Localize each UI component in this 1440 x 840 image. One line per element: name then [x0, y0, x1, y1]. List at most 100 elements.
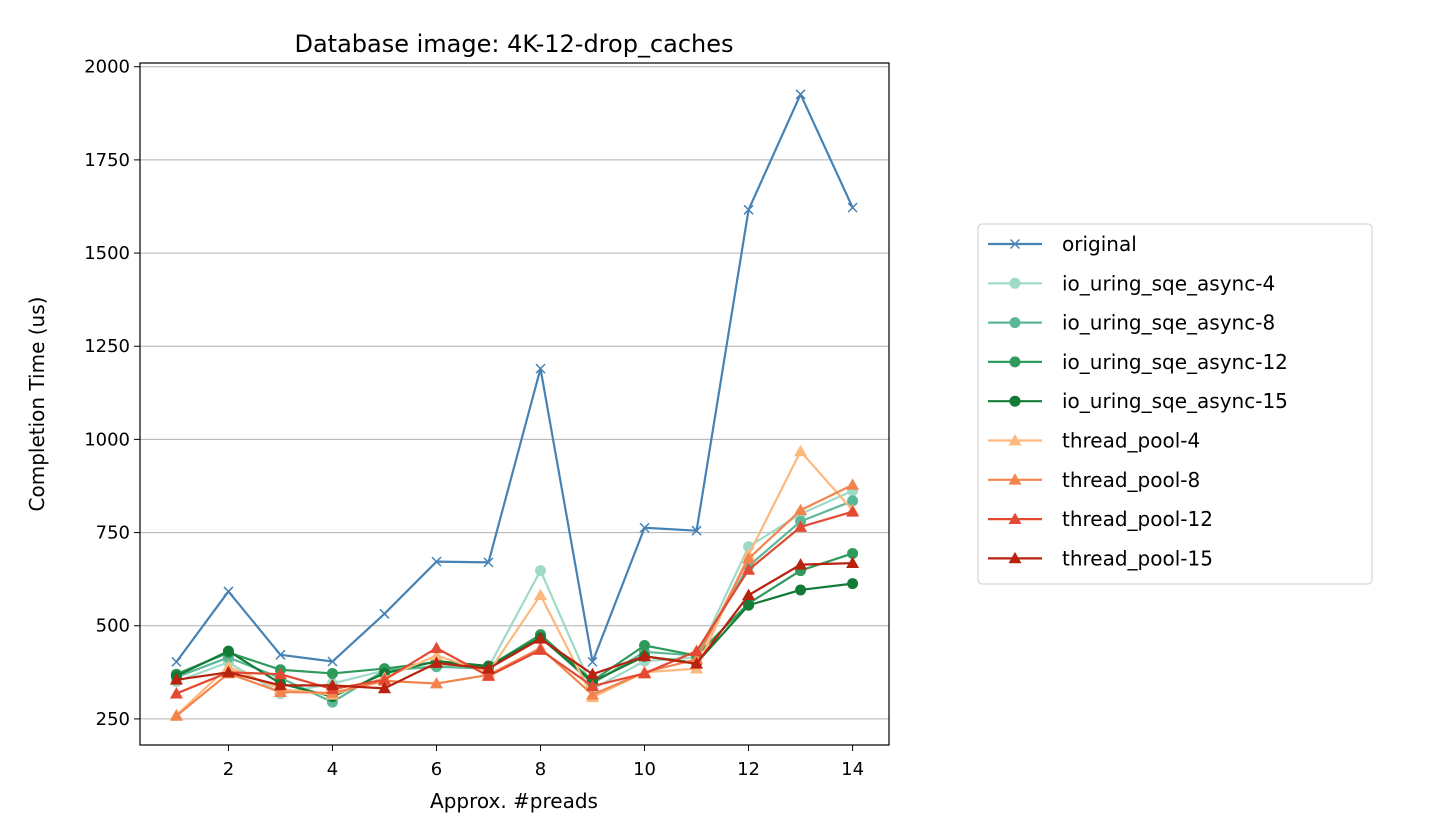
data-point: [534, 632, 548, 644]
data-point: [431, 556, 442, 567]
legend-item: io_uring_sqe_async-8: [988, 311, 1275, 335]
data-point: [429, 649, 443, 661]
legend-label: io_uring_sqe_async-4: [1062, 271, 1275, 295]
legend-item: io_uring_sqe_async-15: [988, 389, 1288, 413]
data-point: [742, 588, 756, 601]
data-point: [847, 547, 859, 559]
data-point: [429, 656, 443, 668]
data-point: [534, 588, 548, 601]
data-point: [794, 520, 808, 532]
series-line: [176, 562, 853, 690]
y-tick-label: 2000: [84, 57, 130, 78]
legend-marker: [1008, 512, 1022, 524]
data-point: [169, 673, 183, 685]
chart-title: Database image: 4K-12-drop_caches: [294, 30, 733, 58]
data-point: [275, 649, 286, 660]
legend-item: io_uring_sqe_async-12: [988, 350, 1288, 374]
data-point: [171, 656, 182, 667]
data-point: [273, 667, 287, 680]
series-thread_pool-15: [169, 556, 860, 694]
data-point: [586, 679, 600, 691]
data-point: [534, 643, 548, 655]
data-point: [846, 478, 860, 490]
data-point: [481, 669, 495, 681]
data-point: [429, 641, 443, 653]
legend-marker: [1009, 356, 1021, 368]
data-point: [794, 503, 808, 516]
data-point: [794, 444, 808, 457]
legend-item: thread_pool-12: [988, 507, 1213, 531]
x-axis-label: Approx. #preads: [430, 789, 598, 813]
x-tick-label: 2: [223, 759, 234, 780]
legend-item: thread_pool-8: [988, 468, 1200, 492]
plot-frame: [139, 62, 890, 746]
legend-marker: [1008, 473, 1022, 485]
data-point: [795, 89, 806, 100]
legend-frame: [977, 223, 1373, 585]
legend-label: thread_pool-15: [1062, 546, 1213, 570]
data-point: [846, 556, 860, 569]
data-point: [377, 673, 391, 685]
x-tick-label: 4: [327, 759, 338, 780]
data-point: [429, 677, 443, 689]
data-point: [638, 666, 652, 679]
data-point: [847, 495, 859, 507]
legend-marker: [1009, 277, 1021, 289]
y-tick-label: 250: [96, 709, 130, 730]
data-point: [222, 645, 234, 657]
y-tick-label: 1000: [84, 429, 130, 450]
data-point: [742, 563, 756, 575]
legend-label: thread_pool-8: [1062, 468, 1200, 492]
data-point: [535, 565, 547, 577]
data-point: [327, 656, 338, 667]
series-line: [175, 93, 854, 663]
data-point: [483, 557, 494, 568]
data-point: [638, 649, 652, 662]
legend-label: original: [1062, 232, 1137, 256]
y-tick-label: 750: [96, 523, 130, 544]
data-point: [639, 522, 650, 533]
x-tick-label: 8: [535, 759, 546, 780]
data-point: [273, 678, 287, 691]
legend-label: thread_pool-12: [1062, 507, 1213, 531]
data-point: [847, 578, 859, 590]
legend-item: thread_pool-4: [988, 429, 1200, 453]
legend-item: io_uring_sqe_async-4: [988, 271, 1275, 295]
series-line: [175, 510, 853, 695]
data-point: [794, 558, 808, 570]
x-tick-label: 10: [633, 759, 656, 780]
data-point: [690, 657, 704, 669]
legend-items: original io_uring_sqe_async-4 io_uring_sqe…: [988, 232, 1288, 570]
y-axis-label: Completion Time (us): [25, 297, 49, 512]
series-io_uring_sqe_async-8: [170, 495, 859, 708]
data-point: [326, 667, 338, 679]
x-tick-label: 14: [841, 759, 864, 780]
y-tick-label: 1500: [84, 243, 130, 264]
data-point: [586, 688, 600, 700]
data-point: [221, 665, 235, 678]
x-tick-label: 6: [431, 759, 442, 780]
data-point: [223, 586, 234, 597]
data-point: [847, 202, 858, 213]
legend-marker: [1008, 551, 1022, 564]
series-line: [175, 483, 854, 717]
series-original: [171, 89, 858, 667]
data-point: [481, 662, 495, 674]
legend-label: io_uring_sqe_async-15: [1062, 389, 1288, 413]
legend-label: io_uring_sqe_async-8: [1062, 311, 1275, 335]
legend: original io_uring_sqe_async-4 io_uring_sqe…: [977, 223, 1373, 585]
data-point: [795, 584, 807, 596]
data-point: [690, 644, 704, 656]
grid-lines: [140, 66, 889, 720]
legend-marker: [1008, 434, 1022, 446]
data-point: [379, 608, 390, 619]
axis-ticks: 250 500 750 1000 1250 1500 1750 2000 2 4 6 8 10 12 14: [84, 57, 864, 780]
y-tick-label: 500: [96, 616, 130, 637]
data-point: [639, 639, 651, 651]
legend-label: thread_pool-4: [1062, 429, 1200, 453]
legend-marker: [1009, 395, 1021, 407]
series-layer: [169, 89, 860, 721]
data-point: [846, 505, 860, 517]
y-tick-label: 1250: [84, 336, 130, 357]
